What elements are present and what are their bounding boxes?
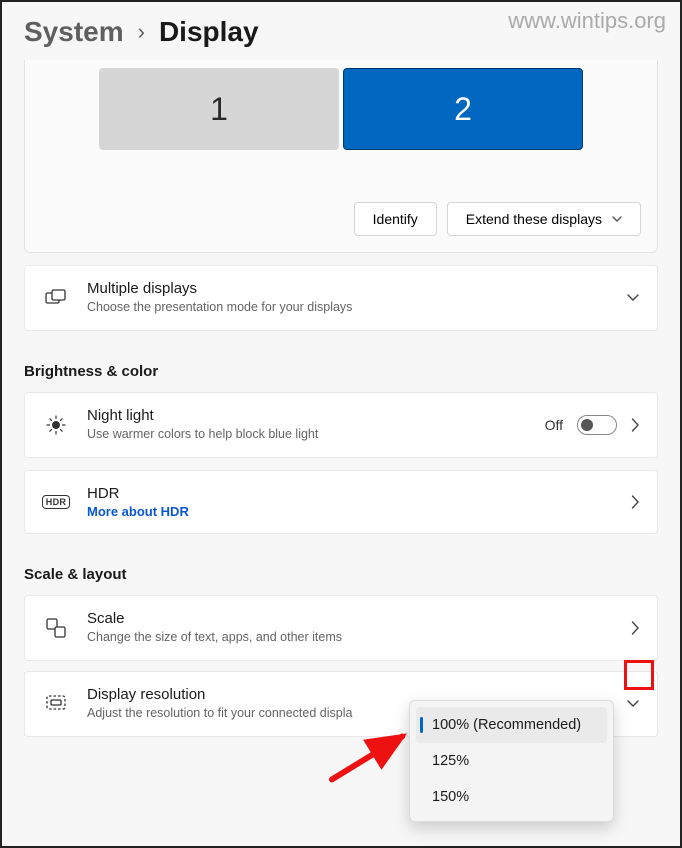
night-light-row[interactable]: Night light Use warmer colors to help bl… — [24, 392, 658, 458]
scale-dropdown: 100% (Recommended) 125% 150% — [409, 700, 614, 822]
chevron-right-icon — [631, 621, 639, 635]
multiple-displays-title: Multiple displays — [87, 280, 609, 297]
display-panel-actions: Identify Extend these displays — [41, 202, 641, 236]
scale-row[interactable]: Scale Change the size of text, apps, and… — [24, 595, 658, 661]
hdr-icon: HDR — [43, 495, 69, 509]
scale-subtitle: Change the size of text, apps, and other… — [87, 629, 613, 646]
night-light-state-label: Off — [545, 417, 563, 433]
monitor-1-label: 1 — [210, 91, 228, 128]
display-resolution-icon — [43, 694, 69, 714]
page-title: Display — [159, 16, 259, 48]
scale-option-100-label: 100% (Recommended) — [432, 717, 581, 733]
monitor-2[interactable]: 2 — [343, 68, 583, 150]
monitor-layout: 1 2 — [41, 64, 641, 160]
multiple-displays-icon — [43, 289, 69, 307]
scale-option-100[interactable]: 100% (Recommended) — [416, 707, 607, 743]
monitor-2-label: 2 — [454, 91, 472, 128]
chevron-down-icon — [612, 216, 622, 222]
night-light-title: Night light — [87, 407, 527, 424]
scale-option-150-label: 150% — [432, 789, 469, 805]
scale-icon — [43, 617, 69, 639]
scale-title: Scale — [87, 610, 613, 627]
identify-button[interactable]: Identify — [354, 202, 437, 236]
chevron-right-icon — [631, 418, 639, 432]
brightness-color-heading: Brightness & color — [24, 363, 658, 380]
hdr-badge-label: HDR — [42, 495, 70, 509]
night-light-subtitle: Use warmer colors to help block blue lig… — [87, 426, 527, 443]
identify-button-label: Identify — [373, 211, 418, 227]
scale-option-125-label: 125% — [432, 753, 469, 769]
display-arrangement-panel: 1 2 Identify Extend these displays — [24, 60, 658, 253]
chevron-right-icon: › — [138, 19, 145, 45]
multiple-displays-subtitle: Choose the presentation mode for your di… — [87, 299, 609, 316]
breadcrumb-parent[interactable]: System — [24, 16, 124, 48]
scale-option-125[interactable]: 125% — [416, 743, 607, 779]
hdr-row[interactable]: HDR HDR More about HDR — [24, 470, 658, 534]
hdr-title: HDR — [87, 485, 613, 502]
monitor-1[interactable]: 1 — [99, 68, 339, 150]
scale-option-150[interactable]: 150% — [416, 779, 607, 815]
night-light-toggle[interactable] — [577, 415, 617, 435]
extend-displays-dropdown[interactable]: Extend these displays — [447, 202, 641, 236]
scale-layout-heading: Scale & layout — [24, 566, 658, 583]
chevron-right-icon — [631, 495, 639, 509]
breadcrumb: System › Display — [2, 2, 680, 60]
extend-displays-label: Extend these displays — [466, 211, 602, 227]
chevron-down-icon — [627, 294, 639, 301]
chevron-down-icon — [627, 700, 639, 707]
hdr-more-link[interactable]: More about HDR — [87, 504, 613, 519]
night-light-icon — [43, 414, 69, 436]
multiple-displays-row[interactable]: Multiple displays Choose the presentatio… — [24, 265, 658, 331]
